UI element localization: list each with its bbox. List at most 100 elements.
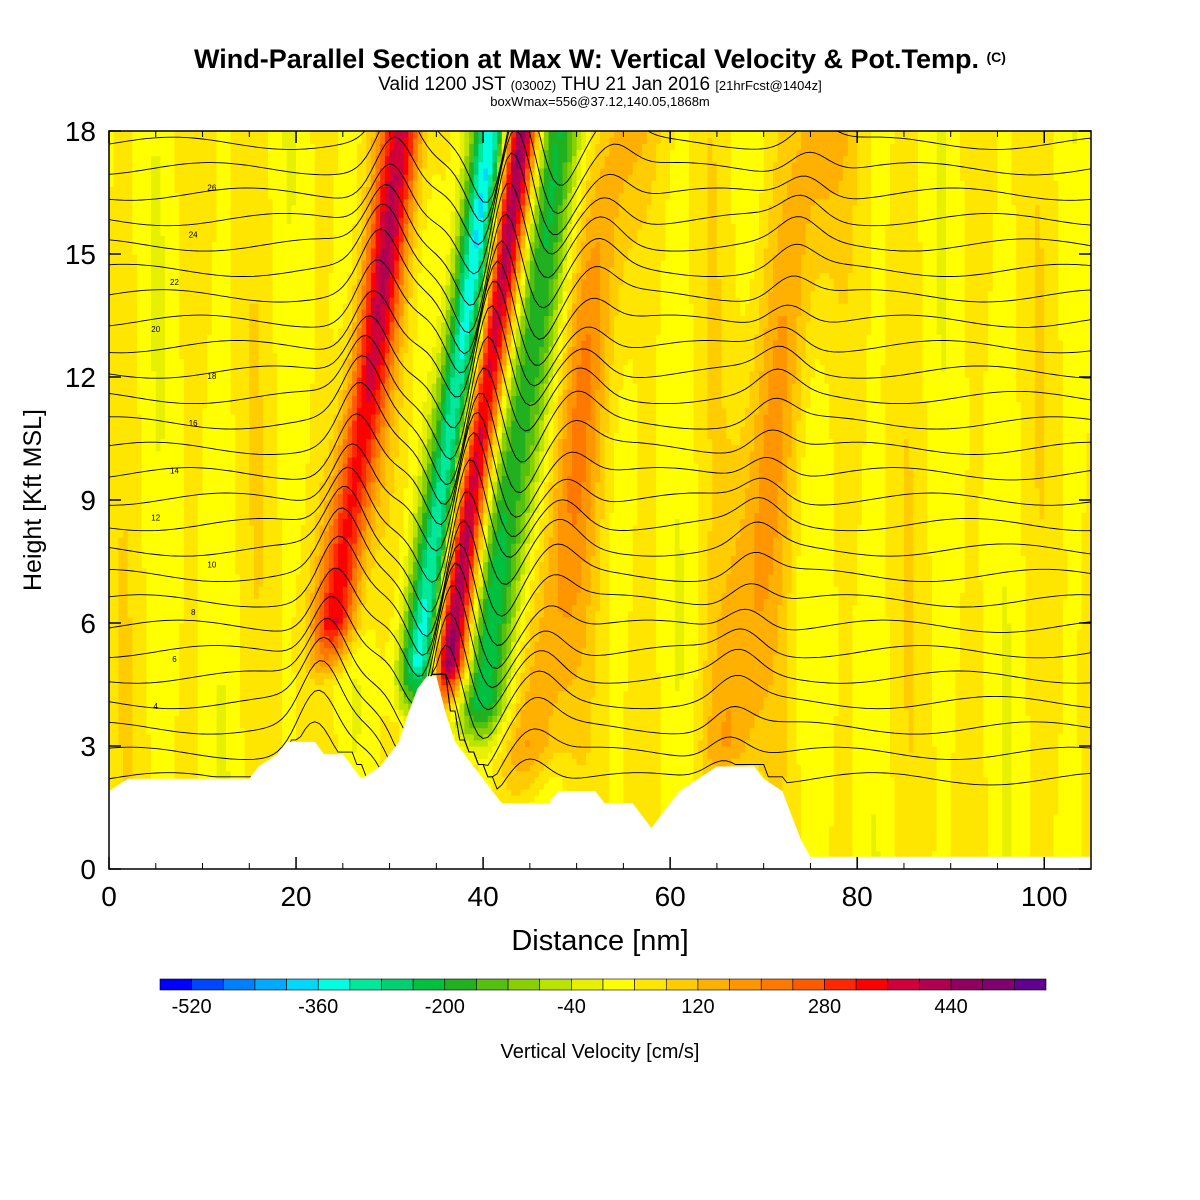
w-cell: [118, 512, 123, 519]
w-cell: [170, 666, 175, 673]
w-cell: [160, 383, 165, 390]
w-cell: [142, 359, 147, 366]
w-cell: [123, 322, 128, 329]
w-cell: [151, 475, 156, 482]
w-cell: [118, 217, 123, 224]
w-cell: [132, 303, 137, 310]
w-cell: [114, 193, 119, 200]
w-cell: [151, 242, 156, 249]
w-cell: [146, 605, 151, 612]
w-cell: [174, 605, 179, 612]
w-cell: [128, 297, 133, 304]
w-cell: [142, 174, 147, 181]
w-cell: [132, 715, 137, 722]
w-cell: [142, 623, 147, 630]
w-cell: [146, 371, 151, 378]
w-cell: [132, 685, 137, 692]
w-cell: [174, 586, 179, 593]
w-cell: [156, 641, 161, 648]
w-cell: [109, 162, 114, 169]
w-cell: [151, 359, 156, 366]
w-cell: [142, 592, 147, 599]
w-cell: [146, 131, 151, 138]
w-cell: [151, 617, 156, 624]
w-cell: [128, 678, 133, 685]
w-cell: [160, 586, 165, 593]
w-cell: [109, 635, 114, 642]
w-cell: [165, 186, 170, 193]
w-cell: [128, 488, 133, 495]
w-cell: [170, 518, 175, 525]
w-cell: [165, 500, 170, 507]
w-cell: [109, 691, 114, 698]
w-cell: [160, 500, 165, 507]
w-cell: [170, 131, 175, 138]
w-cell: [114, 180, 119, 187]
w-cell: [132, 482, 137, 489]
w-cell: [118, 555, 123, 562]
w-cell: [151, 629, 156, 636]
w-cell: [114, 641, 119, 648]
w-cell: [128, 463, 133, 470]
w-cell: [118, 672, 123, 679]
w-cell: [109, 414, 114, 421]
w-cell: [174, 635, 179, 642]
w-cell: [132, 180, 137, 187]
w-cell: [132, 709, 137, 716]
w-cell: [118, 309, 123, 316]
w-cell: [137, 137, 142, 144]
w-cell: [109, 439, 114, 446]
w-cell: [160, 328, 165, 335]
w-cell: [165, 236, 170, 243]
w-cell: [156, 586, 161, 593]
w-cell: [151, 186, 156, 193]
w-cell: [174, 709, 179, 716]
w-cell: [165, 205, 170, 212]
w-cell: [146, 272, 151, 279]
w-cell: [146, 629, 151, 636]
w-cell: [160, 764, 165, 771]
w-cell: [128, 340, 133, 347]
w-cell: [151, 715, 156, 722]
w-cell: [118, 463, 123, 470]
w-cell: [151, 162, 156, 169]
w-cell: [151, 174, 156, 181]
w-cell: [146, 186, 151, 193]
w-cell: [137, 586, 142, 593]
w-cell: [160, 352, 165, 359]
w-cell: [132, 734, 137, 741]
w-cell: [151, 229, 156, 236]
w-cell: [109, 426, 114, 433]
w-cell: [118, 143, 123, 150]
w-cell: [114, 242, 119, 249]
w-cell: [123, 156, 128, 163]
w-cell: [160, 635, 165, 642]
w-cell: [137, 494, 142, 501]
w-cell: [146, 635, 151, 642]
w-cell: [114, 328, 119, 335]
w-cell: [165, 291, 170, 298]
w-cell: [170, 482, 175, 489]
w-cell: [142, 703, 147, 710]
w-cell: [132, 426, 137, 433]
w-cell: [160, 426, 165, 433]
chart-canvas: 468101214161820222426 0 20 40 60 80 100036912…: [0, 0, 1200, 1200]
w-cell: [118, 383, 123, 390]
w-cell: [128, 352, 133, 359]
w-cell: [114, 334, 119, 341]
w-cell: [118, 316, 123, 323]
w-cell: [128, 641, 133, 648]
w-cell: [137, 531, 142, 538]
w-cell: [137, 672, 142, 679]
w-cell: [146, 334, 151, 341]
w-cell: [165, 734, 170, 741]
w-cell: [114, 463, 119, 470]
w-cell: [114, 297, 119, 304]
w-cell: [174, 525, 179, 532]
w-cell: [128, 586, 133, 593]
w-cell: [165, 648, 170, 655]
w-cell: [109, 193, 114, 200]
w-cell: [151, 611, 156, 618]
w-cell: [151, 248, 156, 255]
w-cell: [142, 574, 147, 581]
